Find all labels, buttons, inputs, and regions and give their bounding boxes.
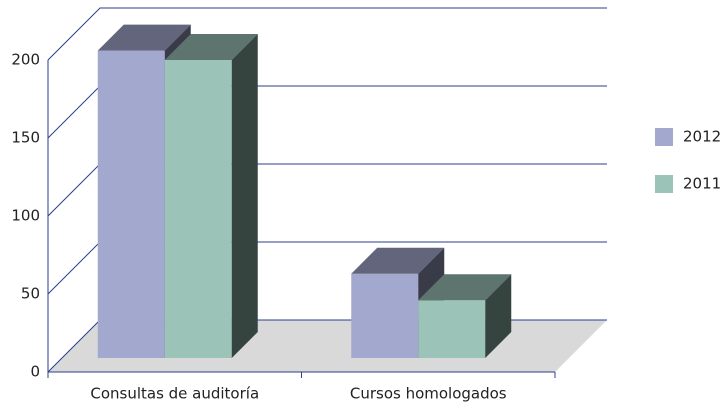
- bar-face: [485, 274, 512, 358]
- legend-label: 2011: [683, 175, 721, 193]
- bar-face: [231, 34, 258, 358]
- y-tick-label: 100: [11, 207, 40, 225]
- bar-face: [164, 34, 258, 60]
- bar-face: [97, 24, 191, 51]
- bar-face: [418, 274, 512, 301]
- bar-face: [418, 300, 486, 358]
- y-tick-label: 50: [21, 285, 40, 303]
- y-tick-label: 200: [11, 51, 40, 69]
- grid-line: [47, 7, 607, 61]
- bar: [418, 274, 512, 358]
- y-tick-label: 150: [11, 129, 40, 147]
- legend-swatch: [655, 128, 673, 146]
- x-tick-label: Cursos homologados: [350, 385, 507, 403]
- bar: [164, 34, 258, 358]
- x-tick-label: Consultas de auditoría: [90, 385, 259, 403]
- y-tick-label: 0: [30, 363, 40, 381]
- bar-face: [351, 247, 445, 274]
- legend-swatch: [655, 175, 673, 193]
- bar-face: [351, 273, 419, 358]
- legend-label: 2012: [683, 128, 721, 146]
- bar-face: [164, 60, 232, 358]
- bar-face: [97, 50, 165, 358]
